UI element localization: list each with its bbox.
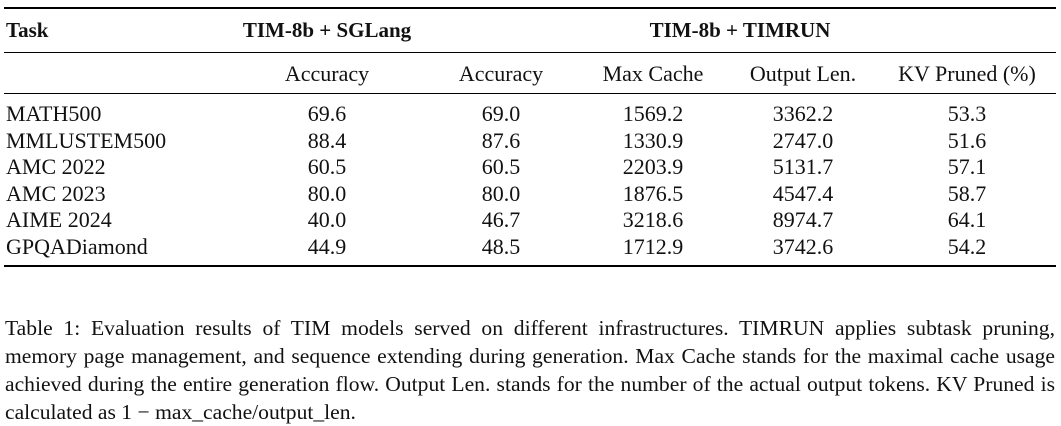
header-group-timrun-label: TIM-8b + TIMRUN (649, 18, 831, 42)
table-row: AIME 2024 40.0 46.7 3218.6 8974.7 64.1 (4, 207, 1056, 234)
timrun-accuracy-cell: 80.0 (481, 180, 521, 206)
max-cache-cell: 1712.9 (578, 233, 728, 267)
sub-header-output-len: Output Len. (728, 52, 878, 94)
timrun-accuracy-cell: 69.0 (424, 93, 578, 128)
header-group-sglang: TIM-8b + SGLang (230, 7, 424, 53)
header-group-timrun: TIM-8b + TIMRUN (424, 7, 1057, 53)
sglang-accuracy-cell: 80.0 (307, 180, 347, 206)
table-row: MMLUSTEM500 88.4 87.6 1330.9 2747.0 51.6 (4, 128, 1056, 155)
max-cache-cell: 2203.9 (622, 154, 684, 179)
table-row: AMC 2022 60.5 60.5 2203.9 5131.7 57.1 (4, 154, 1056, 181)
sub-header-timrun-accuracy: Accuracy (424, 52, 578, 94)
timrun-accuracy-cell: 87.6 (481, 127, 521, 153)
group-header-row: Task TIM-8b + SGLang TIM-8b + TIMRUN (4, 7, 1057, 53)
timrun-accuracy-cell: 48.5 (424, 233, 578, 267)
task-cell: AMC 2023 (6, 180, 106, 206)
max-cache-cell: 3218.6 (622, 207, 684, 232)
kv-pruned-cell: 51.6 (947, 127, 987, 153)
max-cache-cell: 1876.5 (622, 180, 684, 206)
header-group-sglang-label: TIM-8b + SGLang (242, 18, 412, 42)
sub-header-row: Accuracy Accuracy Max Cache Output Len. … (4, 52, 1057, 94)
table-row: GPQADiamond 44.9 48.5 1712.9 3742.6 54.2 (4, 233, 1057, 267)
output-len-cell: 5131.7 (772, 154, 834, 179)
task-cell: AIME 2024 (6, 207, 112, 232)
table-row: MATH500 69.6 69.0 1569.2 3362.2 53.3 (4, 93, 1057, 128)
table-body: MATH500 69.6 69.0 1569.2 3362.2 53.3 MML… (4, 93, 1057, 267)
max-cache-cell: 1569.2 (578, 93, 728, 128)
sglang-accuracy-cell: 40.0 (307, 207, 347, 232)
sglang-accuracy-cell: 88.4 (307, 127, 347, 153)
results-table: Task TIM-8b + SGLang TIM-8b + TIMRUN Acc… (4, 7, 1057, 267)
header-task: Task (4, 7, 230, 53)
timrun-accuracy-cell: 46.7 (481, 207, 521, 232)
sub-header-kv-pruned: KV Pruned (%) (878, 52, 1057, 94)
task-cell: GPQADiamond (4, 233, 230, 267)
results-table-container: Task TIM-8b + SGLang TIM-8b + TIMRUN Acc… (4, 7, 1057, 267)
sub-header-task-empty (4, 52, 230, 94)
timrun-accuracy-cell: 60.5 (481, 154, 521, 179)
sglang-accuracy-cell: 44.9 (230, 233, 424, 267)
sglang-accuracy-cell: 69.6 (230, 93, 424, 128)
output-len-cell: 8974.7 (772, 207, 834, 232)
task-cell: MATH500 (4, 93, 230, 128)
sub-header-sglang-accuracy: Accuracy (230, 52, 424, 94)
sub-header-max-cache: Max Cache (578, 52, 728, 94)
output-len-cell: 4547.4 (772, 180, 834, 206)
kv-pruned-cell: 53.3 (878, 93, 1057, 128)
kv-pruned-cell: 57.1 (947, 154, 987, 179)
kv-pruned-cell: 54.2 (878, 233, 1057, 267)
output-len-cell: 3362.2 (728, 93, 878, 128)
kv-pruned-cell: 58.7 (947, 180, 987, 206)
table-caption: Table 1: Evaluation results of TIM model… (5, 315, 1055, 425)
task-cell: AMC 2022 (6, 154, 106, 179)
sglang-accuracy-cell: 60.5 (307, 154, 347, 179)
max-cache-cell: 1330.9 (622, 127, 684, 153)
table-row: AMC 2023 80.0 80.0 1876.5 4547.4 58.7 (4, 181, 1056, 208)
kv-pruned-cell: 64.1 (947, 207, 987, 232)
output-len-cell: 2747.0 (772, 127, 834, 153)
output-len-cell: 3742.6 (728, 233, 878, 267)
task-cell: MMLUSTEM500 (6, 127, 167, 153)
